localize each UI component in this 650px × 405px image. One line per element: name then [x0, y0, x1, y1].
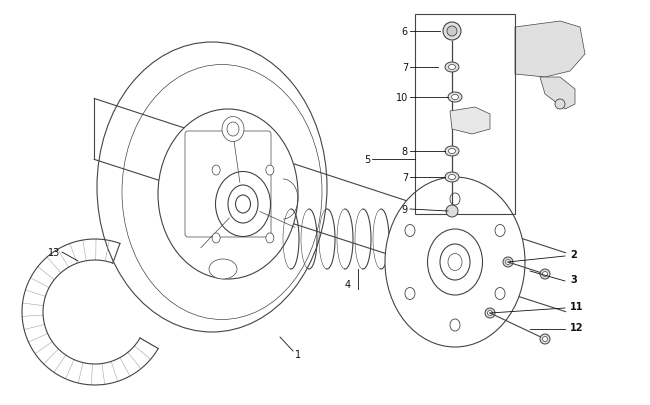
Ellipse shape: [448, 93, 462, 103]
Ellipse shape: [445, 173, 459, 183]
Ellipse shape: [266, 233, 274, 243]
Ellipse shape: [503, 257, 513, 267]
Ellipse shape: [405, 225, 415, 237]
Ellipse shape: [448, 65, 456, 70]
Ellipse shape: [447, 27, 457, 37]
Polygon shape: [450, 108, 490, 135]
Ellipse shape: [448, 175, 456, 180]
Text: 3: 3: [570, 274, 577, 284]
Ellipse shape: [446, 205, 458, 217]
Ellipse shape: [555, 100, 565, 110]
Ellipse shape: [495, 225, 505, 237]
Ellipse shape: [385, 177, 525, 347]
Ellipse shape: [212, 166, 220, 176]
Text: 7: 7: [402, 63, 408, 73]
Text: 9: 9: [402, 205, 408, 215]
Ellipse shape: [445, 147, 459, 157]
Ellipse shape: [428, 230, 482, 295]
Text: 5: 5: [364, 155, 370, 164]
Text: 2: 2: [570, 249, 577, 259]
Text: 12: 12: [570, 322, 584, 332]
Ellipse shape: [440, 244, 470, 280]
Ellipse shape: [212, 233, 220, 243]
Polygon shape: [515, 22, 585, 78]
Ellipse shape: [228, 185, 258, 224]
Text: 6: 6: [402, 27, 408, 37]
Ellipse shape: [543, 337, 547, 342]
Text: 11: 11: [570, 301, 584, 311]
Text: 8: 8: [402, 147, 408, 157]
Ellipse shape: [506, 260, 510, 265]
Text: 10: 10: [396, 93, 408, 103]
Ellipse shape: [540, 334, 550, 344]
Text: 13: 13: [47, 247, 60, 257]
Ellipse shape: [495, 288, 505, 300]
Ellipse shape: [209, 259, 237, 279]
Ellipse shape: [485, 308, 495, 318]
FancyBboxPatch shape: [185, 132, 271, 237]
Ellipse shape: [222, 117, 244, 142]
Ellipse shape: [448, 149, 456, 154]
Text: 1: 1: [295, 349, 301, 359]
Ellipse shape: [158, 110, 298, 279]
Ellipse shape: [445, 63, 459, 73]
Ellipse shape: [452, 95, 458, 100]
Ellipse shape: [540, 269, 550, 279]
Ellipse shape: [543, 272, 547, 277]
Ellipse shape: [235, 196, 250, 213]
Text: 4: 4: [345, 279, 351, 289]
Polygon shape: [540, 78, 575, 110]
Ellipse shape: [443, 23, 461, 41]
Bar: [415, 15, 515, 215]
Ellipse shape: [450, 319, 460, 331]
Text: 7: 7: [402, 173, 408, 183]
Ellipse shape: [216, 172, 270, 237]
Ellipse shape: [488, 311, 493, 316]
Ellipse shape: [227, 123, 239, 136]
Ellipse shape: [405, 288, 415, 300]
Ellipse shape: [266, 166, 274, 176]
Ellipse shape: [450, 194, 460, 205]
Ellipse shape: [448, 254, 462, 271]
